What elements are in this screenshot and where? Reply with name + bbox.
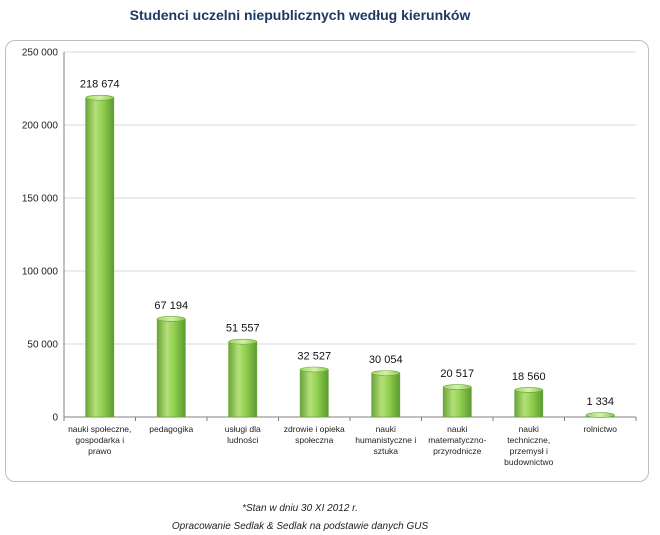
x-tick-label: zdrowie i opieka społeczna [284, 424, 345, 445]
x-tick-label: nauki techniczne, przemysł i budownictwo [504, 424, 553, 467]
bar [371, 372, 401, 418]
bar-cap [299, 366, 329, 373]
y-tick-label: 0 [52, 413, 58, 424]
chart-title: Studenci uczelni niepublicznych według k… [129, 7, 471, 23]
data-label: 32 527 [297, 351, 331, 363]
x-tick-label: nauki matematyczno-przyrodnicze [428, 424, 486, 456]
source-note: Opracowanie Sedlak & Sedlak na podstawie… [171, 521, 429, 532]
bar-cap [442, 384, 472, 390]
bar [442, 386, 472, 418]
footnote: *Stan w dniu 30 XI 2012 r. [242, 503, 358, 514]
chart-frame [5, 40, 649, 482]
data-label: 51 557 [226, 323, 260, 335]
y-tick-label: 150 000 [22, 194, 59, 205]
bar [156, 318, 186, 418]
bar-cap [156, 316, 186, 322]
data-label: 30 054 [369, 354, 403, 366]
data-label: 20 517 [440, 368, 474, 380]
bar-cap [228, 338, 258, 345]
data-label: 1 334 [586, 396, 614, 408]
bar-chart: 0 50 000 100 000 150 000 200 000 250 000 218 6… [22, 48, 637, 467]
y-tick-label: 200 000 [22, 121, 59, 132]
bar [299, 369, 329, 418]
bar [514, 389, 544, 418]
data-label: 218 674 [80, 79, 120, 91]
bar-cap [371, 370, 401, 376]
x-tick-label: rolnictwo [583, 424, 617, 434]
bar-cap [514, 387, 544, 393]
bar-cap [85, 94, 115, 101]
x-tick-label: nauki humanistyczne i sztuka [355, 424, 416, 456]
data-label: 67 194 [154, 300, 188, 312]
y-tick-label: 250 000 [22, 48, 59, 59]
x-tick-label: pedagogika [149, 424, 193, 434]
y-tick-label: 100 000 [22, 267, 59, 278]
bar [228, 341, 258, 418]
x-tick-label: nauki społeczne, gospodarka i prawo [68, 424, 131, 456]
bar [85, 97, 115, 418]
x-tick-label: usługi dla ludności [225, 424, 261, 445]
data-label: 18 560 [512, 371, 546, 383]
bar-cap [585, 412, 615, 418]
y-tick-label: 50 000 [27, 340, 58, 351]
